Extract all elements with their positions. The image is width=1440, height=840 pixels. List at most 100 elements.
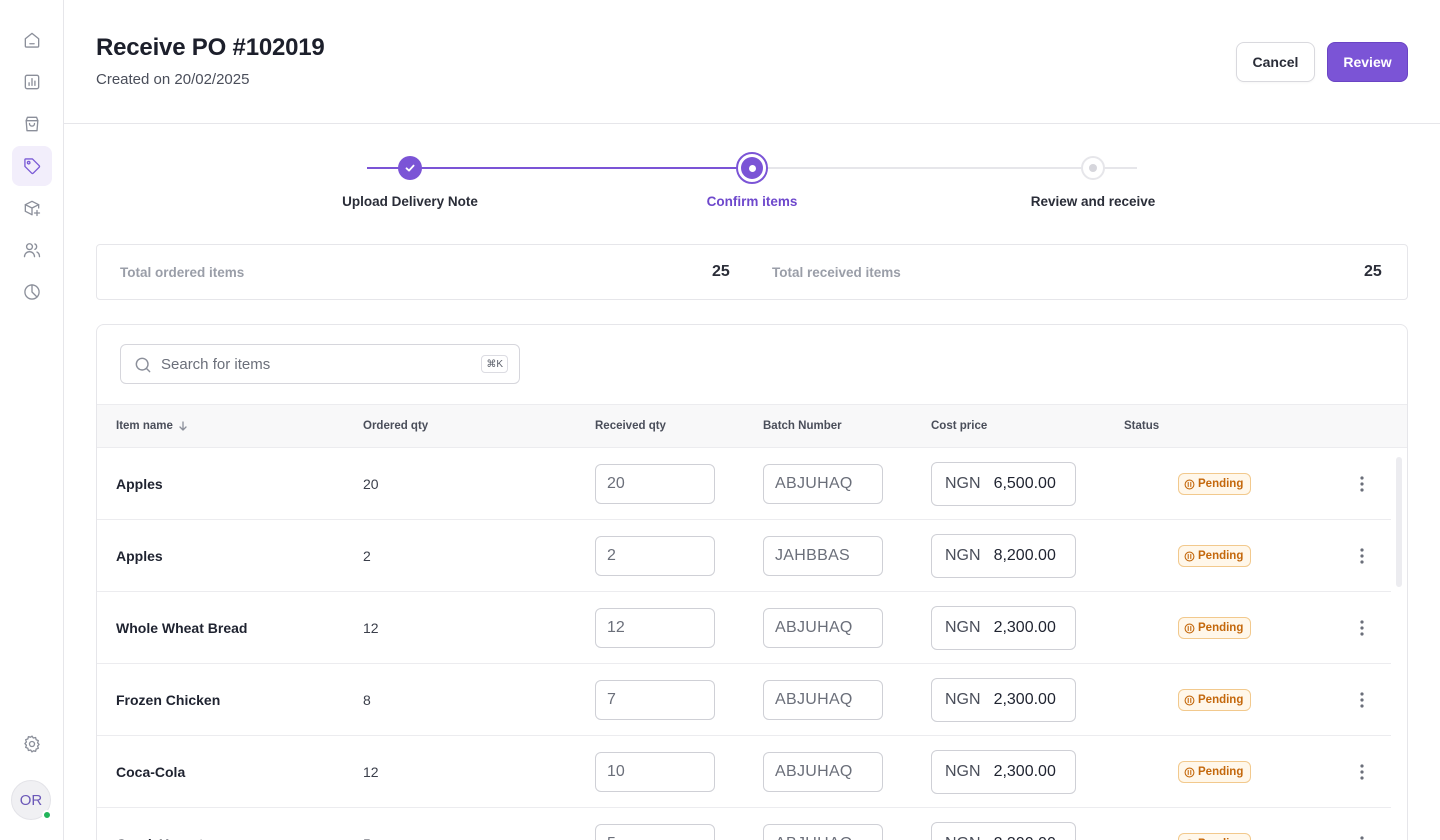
- received-qty-input[interactable]: 12: [595, 608, 715, 648]
- more-vertical-icon: [1360, 548, 1364, 564]
- status-badge: Pending: [1178, 833, 1252, 840]
- cost-price-input[interactable]: NGN 8,200.00: [931, 534, 1076, 578]
- status-badge: Pending: [1178, 617, 1252, 639]
- item-name: Apples: [116, 548, 163, 564]
- table-row: Coca-Cola 12 10 ABJUHAQ NGN 2,300.00 Pending: [97, 736, 1391, 808]
- page-subtitle: Created on 20/02/2025: [96, 71, 250, 88]
- check-icon: [405, 164, 415, 172]
- cost-price-value: 6,500.00: [993, 475, 1056, 492]
- step-review-and-receive[interactable]: Review and receive: [1030, 194, 1156, 209]
- cost-price-value: 2,300.00: [993, 763, 1056, 780]
- item-name: Coca-Cola: [116, 764, 186, 780]
- row-actions-button[interactable]: [1355, 618, 1369, 638]
- column-item-name-label: Item name: [116, 420, 173, 432]
- cost-price-value: 2,300.00: [993, 619, 1056, 636]
- total-ordered-label: Total ordered items: [120, 265, 245, 280]
- row-actions-button[interactable]: [1355, 762, 1369, 782]
- more-vertical-icon: [1360, 764, 1364, 780]
- step-upload-delivery-note[interactable]: Upload Delivery Note: [342, 194, 478, 209]
- review-button[interactable]: Review: [1327, 42, 1408, 82]
- table-row: Greek Yogurt 5 5 ABJUHAQ NGN 2,300.00 Pending: [97, 808, 1391, 840]
- cost-price-input[interactable]: NGN 2,300.00: [931, 750, 1076, 794]
- ordered-qty: 8: [363, 692, 371, 708]
- ordered-qty: 12: [363, 620, 379, 636]
- items-table-card: ⌘K Item name Ordered qty Received qty Ba…: [96, 324, 1408, 840]
- clock-icon: [1184, 767, 1195, 777]
- row-actions-button[interactable]: [1355, 474, 1369, 494]
- nav-purchase-orders[interactable]: [12, 146, 52, 186]
- search-input[interactable]: [161, 345, 471, 383]
- cancel-button[interactable]: Cancel: [1236, 42, 1315, 82]
- row-actions-button[interactable]: [1355, 546, 1369, 566]
- received-qty-input[interactable]: 2: [595, 536, 715, 576]
- column-item-name[interactable]: Item name: [116, 420, 189, 432]
- nav-home[interactable]: [12, 20, 52, 60]
- step-confirm-items[interactable]: Confirm items: [706, 194, 798, 209]
- column-batch-number: Batch Number: [763, 420, 842, 432]
- step-completed-indicator: [398, 156, 422, 180]
- clock-icon: [1184, 623, 1195, 633]
- status-label: Pending: [1198, 478, 1244, 490]
- nav-orders[interactable]: [12, 104, 52, 144]
- batch-number-input[interactable]: JAHBBAS: [763, 536, 883, 576]
- item-name: Greek Yogurt: [116, 836, 203, 840]
- batch-number-input[interactable]: ABJUHAQ: [763, 824, 883, 840]
- avatar-initials: OR: [19, 791, 43, 809]
- status-label: Pending: [1198, 694, 1244, 706]
- sidebar: OR: [0, 0, 64, 840]
- received-qty-input[interactable]: 20: [595, 464, 715, 504]
- cost-price-input[interactable]: NGN 6,500.00: [931, 462, 1076, 506]
- page-title: Receive PO #102019: [96, 34, 325, 61]
- batch-number-input[interactable]: ABJUHAQ: [763, 680, 883, 720]
- batch-number-input[interactable]: ABJUHAQ: [763, 464, 883, 504]
- cost-price-input[interactable]: NGN 2,300.00: [931, 822, 1076, 840]
- online-status-indicator: [42, 810, 52, 820]
- received-qty-input[interactable]: 7: [595, 680, 715, 720]
- page-header: Receive PO #102019 Created on 20/02/2025…: [64, 0, 1440, 124]
- column-status: Status: [1124, 420, 1160, 432]
- item-name: Whole Wheat Bread: [116, 620, 248, 636]
- items-summary: Total ordered items 25 Total received it…: [96, 244, 1408, 300]
- status-label: Pending: [1198, 766, 1244, 778]
- row-actions-button[interactable]: [1355, 690, 1369, 710]
- column-ordered-qty: Ordered qty: [363, 420, 429, 432]
- item-name: Frozen Chicken: [116, 692, 221, 708]
- nav-reports[interactable]: [12, 272, 52, 312]
- cost-price-value: 8,200.00: [993, 547, 1056, 564]
- received-qty-input[interactable]: 10: [595, 752, 715, 792]
- table-row: Apples 2 2 JAHBBAS NGN 8,200.00 Pending: [97, 520, 1391, 592]
- ordered-qty: 12: [363, 764, 379, 780]
- home-icon: [24, 32, 40, 48]
- total-received-label: Total received items: [772, 265, 901, 280]
- batch-number-input[interactable]: ABJUHAQ: [763, 752, 883, 792]
- currency-label: NGN: [945, 835, 981, 840]
- status-label: Pending: [1198, 838, 1243, 840]
- ordered-qty: 2: [363, 548, 371, 564]
- row-actions-button[interactable]: [1355, 834, 1369, 840]
- status-badge: Pending: [1178, 761, 1252, 783]
- search-box[interactable]: ⌘K: [120, 344, 520, 384]
- column-received-qty: Received qty: [595, 420, 666, 432]
- batch-number-input[interactable]: ABJUHAQ: [763, 608, 883, 648]
- table-header: Item name Ordered qty Received qty Batch…: [97, 404, 1407, 448]
- nav-analytics[interactable]: [12, 62, 52, 102]
- currency-label: NGN: [945, 475, 981, 492]
- cost-price-value: 2,300.00: [993, 691, 1056, 708]
- ordered-qty: 5: [363, 836, 371, 840]
- currency-label: NGN: [945, 619, 981, 636]
- search-icon: [135, 357, 151, 373]
- currency-label: NGN: [945, 763, 981, 780]
- clock-icon: [1184, 551, 1195, 561]
- nav-settings[interactable]: [12, 724, 52, 764]
- status-label: Pending: [1198, 550, 1244, 562]
- nav-inventory[interactable]: [12, 188, 52, 228]
- cost-price-input[interactable]: NGN 2,300.00: [931, 678, 1076, 722]
- table-scrollbar[interactable]: [1396, 457, 1402, 587]
- cost-price-value: 2,300.00: [994, 835, 1056, 840]
- nav-customers[interactable]: [12, 230, 52, 270]
- status-badge: Pending: [1178, 545, 1252, 567]
- received-qty-input[interactable]: 5: [595, 824, 715, 840]
- status-badge: Pending: [1178, 473, 1252, 495]
- more-vertical-icon: [1360, 476, 1364, 492]
- cost-price-input[interactable]: NGN 2,300.00: [931, 606, 1076, 650]
